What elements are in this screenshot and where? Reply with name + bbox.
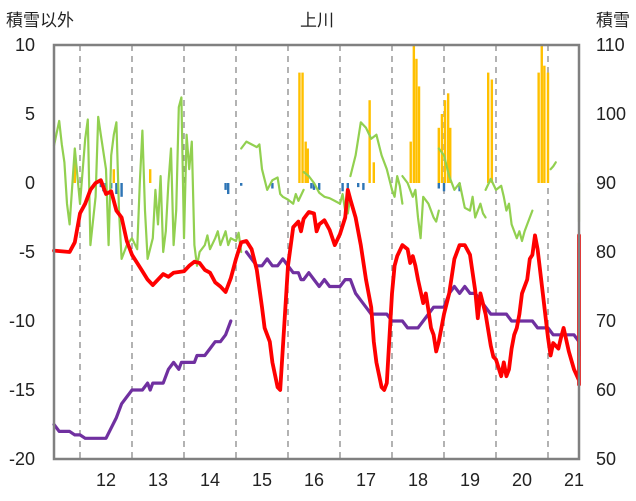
snowfall_bar-16 [446, 93, 450, 183]
humidity_scaled-line-3 [349, 121, 404, 205]
x-tick-9: 21 [564, 470, 584, 490]
sunshine_bar-8 [240, 183, 243, 186]
x-tick-5: 17 [356, 470, 376, 490]
y-right-tick-6: 50 [596, 449, 616, 469]
x-tick-7: 19 [460, 470, 480, 490]
sunshine_bar-6 [224, 183, 227, 190]
snowfall_bar-21 [540, 45, 543, 183]
y-left-tick-0: 10 [15, 35, 35, 55]
snowfall_bar-22 [543, 65, 546, 183]
humidity_scaled-line-2 [302, 170, 352, 215]
y-left-tick-6: -20 [9, 449, 35, 469]
snowfall_bar-10 [412, 45, 416, 183]
snow_depth-line-0 [52, 319, 233, 440]
snowfall_bar-1 [112, 169, 115, 183]
snowfall_bar-5 [304, 141, 307, 183]
x-tick-0: 12 [96, 470, 116, 490]
snow_depth-line-1 [244, 250, 581, 358]
snowfall_bar-12 [417, 86, 421, 183]
snowfall_bar-9 [409, 141, 412, 183]
humidity_scaled-line-7 [549, 161, 557, 171]
snowfall_bar-8 [372, 162, 375, 183]
line-layer [52, 96, 581, 440]
sunshine_bar-9 [271, 183, 274, 189]
sunshine_bar-4 [115, 183, 118, 195]
sunshine_bar-16 [362, 183, 365, 190]
snowfall_bar-20 [537, 72, 540, 183]
snowfall_bar-14 [440, 114, 444, 183]
y-right-tick-4: 70 [596, 311, 616, 331]
y-right-tick-1: 100 [596, 104, 626, 124]
y-right-axis-title: 積雪 [596, 11, 630, 30]
sunshine_bar-18 [442, 183, 446, 192]
sunshine_bar-15 [357, 183, 360, 188]
snowfall_bar-15 [443, 100, 447, 183]
y-right-tick-3: 80 [596, 242, 616, 262]
snowfall_bar-6 [306, 148, 309, 183]
sunshine_bar-7 [227, 183, 230, 195]
y-right-tick-2: 90 [596, 173, 616, 193]
y-right-tick-5: 60 [596, 380, 616, 400]
sunshine_bar-17 [437, 183, 440, 189]
snowfall_bar-23 [546, 72, 550, 183]
snowfall_bar-11 [415, 58, 418, 183]
x-tick-4: 16 [304, 470, 324, 490]
sunshine_bar-11 [312, 183, 316, 190]
y-left-tick-1: 5 [25, 104, 35, 124]
snowfall_bar-18 [487, 72, 490, 183]
snowfall_bar-2 [149, 169, 152, 183]
humidity_scaled-line-1 [240, 140, 305, 205]
snowfall_bar-7 [368, 100, 371, 183]
y-left-tick-2: 0 [25, 173, 35, 193]
humidity_scaled-line-0 [52, 96, 243, 267]
humidity_scaled-line-5 [437, 147, 487, 219]
snowfall_bar-17 [449, 127, 452, 183]
x-tick-2: 14 [200, 470, 220, 490]
snowfall_bar-3 [298, 72, 301, 183]
x-tick-3: 15 [252, 470, 272, 490]
x-tick-1: 13 [148, 470, 168, 490]
humidity_scaled-line-4 [401, 175, 440, 240]
plot-area-border [52, 43, 581, 461]
x-tick-8: 20 [512, 470, 532, 490]
x-tick-6: 18 [408, 470, 428, 490]
sunshine_bar-13 [341, 183, 344, 192]
y-left-axis-title: 積雪以外 [6, 11, 74, 30]
y-right-tick-0: 110 [596, 35, 625, 55]
snowfall_bar-19 [490, 79, 494, 183]
chart-title: 上川 [300, 11, 334, 30]
humidity_scaled-line-6 [484, 177, 534, 243]
y-left-tick-5: -15 [9, 380, 35, 400]
sunshine_bar-5 [120, 183, 123, 197]
snowfall_bar-0 [73, 155, 76, 183]
bar-layer [73, 45, 550, 197]
y-left-tick-3: -5 [19, 242, 35, 262]
snowfall_bar-4 [301, 72, 304, 183]
sunshine_bar-12 [318, 183, 321, 190]
sunshine_bar-10 [310, 183, 313, 189]
snowfall_bar-13 [437, 127, 440, 183]
y-left-tick-4: -10 [9, 311, 35, 331]
temperature-line-0 [52, 178, 581, 392]
